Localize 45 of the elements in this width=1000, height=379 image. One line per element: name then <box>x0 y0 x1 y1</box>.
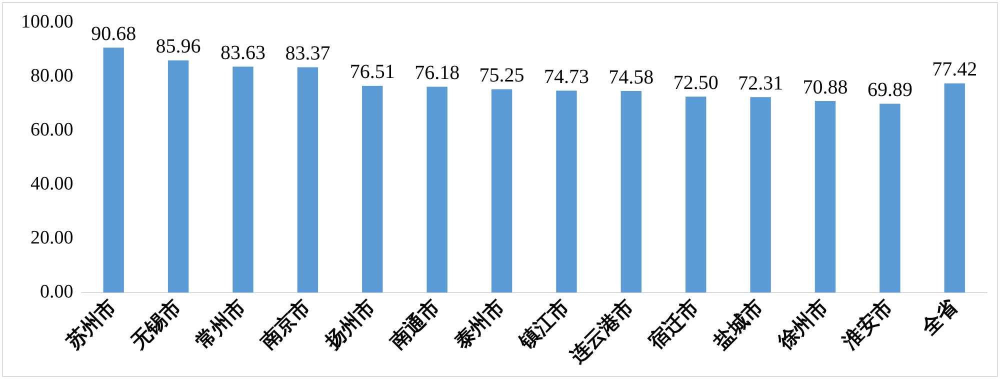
y-tick-label: 80.00 <box>30 65 74 86</box>
data-label: 90.68 <box>91 22 136 45</box>
bar <box>491 89 512 292</box>
x-tick-label: 扬州市 <box>319 294 380 354</box>
x-tick-label: 泰州市 <box>448 294 509 354</box>
bar <box>362 86 383 292</box>
bar <box>814 101 836 292</box>
data-label: 75.25 <box>479 64 524 86</box>
y-tick-label: 100.00 <box>21 11 74 32</box>
x-tick-label: 常州市 <box>190 294 250 354</box>
bar <box>750 97 771 292</box>
data-label: 74.58 <box>608 66 654 88</box>
bar <box>880 104 900 292</box>
bar <box>103 48 124 292</box>
data-label: 69.89 <box>867 78 912 101</box>
x-tick-label: 无锡市 <box>125 294 186 354</box>
bar <box>297 67 318 292</box>
bar <box>232 66 254 292</box>
bar <box>620 91 642 292</box>
x-tick-label: 盐城市 <box>708 294 768 354</box>
data-label: 70.88 <box>802 76 848 98</box>
data-label: 74.73 <box>544 66 589 88</box>
data-label: 83.37 <box>285 42 330 65</box>
bar <box>686 96 706 292</box>
x-tick-label: 南通市 <box>384 294 444 354</box>
bar <box>556 90 577 292</box>
x-tick-label: 南京市 <box>254 294 315 354</box>
data-label: 83.63 <box>220 42 266 64</box>
data-label: 77.42 <box>932 58 978 81</box>
bar <box>168 60 189 292</box>
bar <box>944 83 966 292</box>
y-tick-label: 40.00 <box>30 173 74 194</box>
data-label: 76.51 <box>350 61 395 84</box>
x-tick-label: 全省 <box>916 293 963 340</box>
y-tick-label: 60.00 <box>30 119 74 140</box>
x-tick-label: 宿迁市 <box>642 294 704 354</box>
data-label: 72.50 <box>673 72 718 94</box>
x-tick-label: 淮安市 <box>837 294 898 354</box>
data-label: 72.31 <box>738 72 784 94</box>
y-tick-label: 0.00 <box>40 281 74 302</box>
y-tick-label: 20.00 <box>30 227 74 248</box>
data-label: 85.96 <box>156 36 201 58</box>
x-tick-label: 徐州市 <box>772 294 832 354</box>
data-label: 76.18 <box>414 62 460 84</box>
bar <box>426 86 448 292</box>
